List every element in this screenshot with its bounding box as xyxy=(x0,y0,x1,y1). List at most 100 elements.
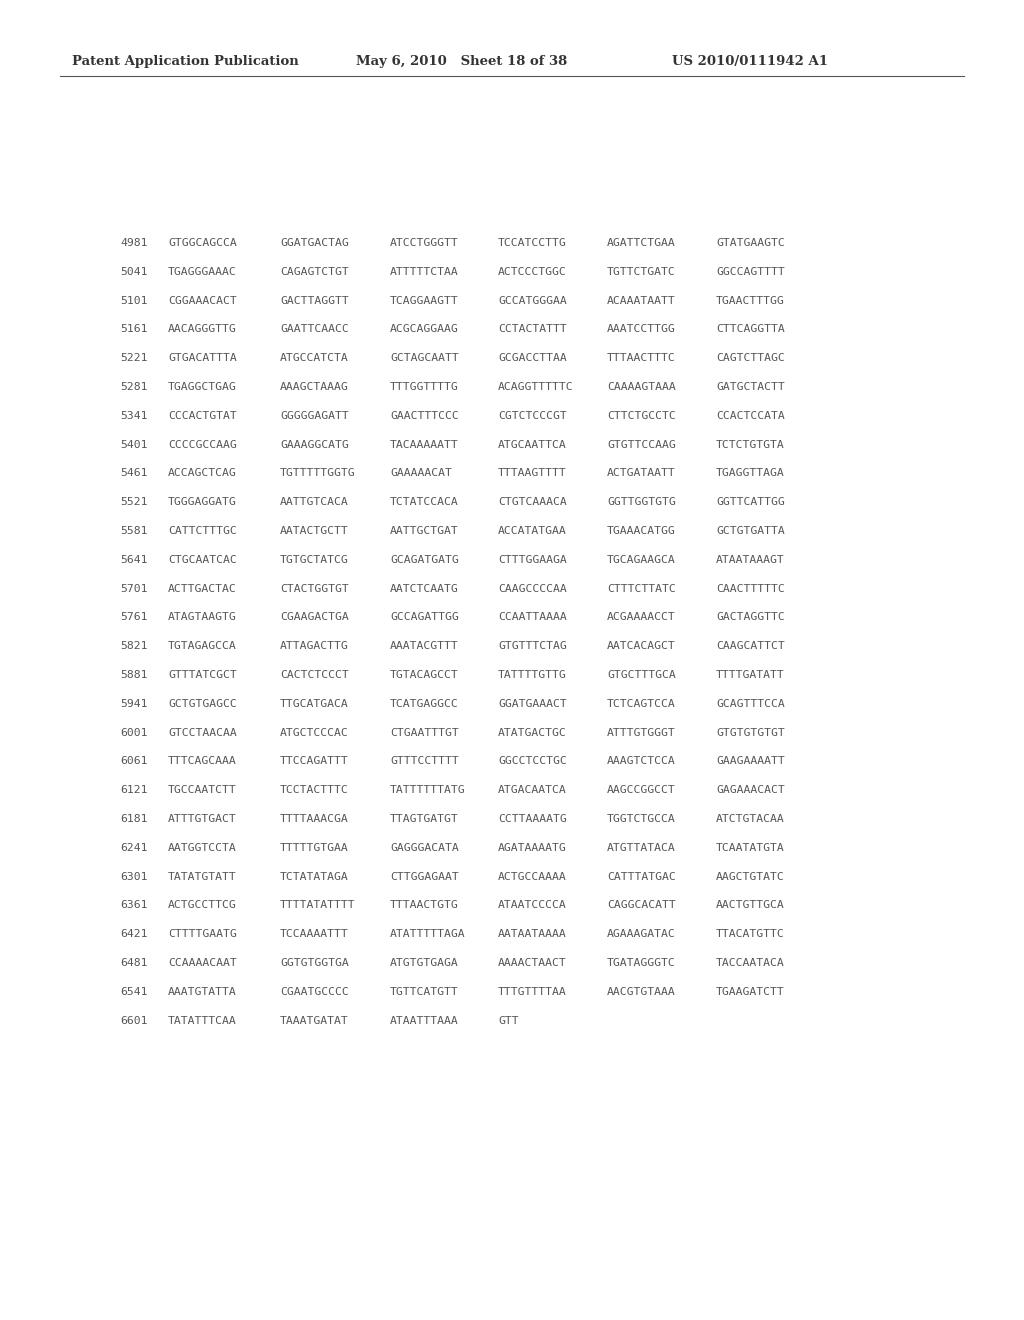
Text: GAACTTTCCC: GAACTTTCCC xyxy=(390,411,459,421)
Text: TCATGAGGCC: TCATGAGGCC xyxy=(390,698,459,709)
Text: CGAAGACTGA: CGAAGACTGA xyxy=(280,612,349,623)
Text: GTCCTAACAA: GTCCTAACAA xyxy=(168,727,237,738)
Text: GTGACATTTA: GTGACATTTA xyxy=(168,354,237,363)
Text: AATTGTCACA: AATTGTCACA xyxy=(280,498,349,507)
Text: CCAAAACAAT: CCAAAACAAT xyxy=(168,958,237,968)
Text: GAAAAACAT: GAAAAACAT xyxy=(390,469,452,478)
Text: GCCATGGGAA: GCCATGGGAA xyxy=(498,296,566,306)
Text: TTTTTGTGAA: TTTTTGTGAA xyxy=(280,842,349,853)
Text: TATATTTCAA: TATATTTCAA xyxy=(168,1015,237,1026)
Text: ATGCAATTCA: ATGCAATTCA xyxy=(498,440,566,450)
Text: CTGTCAAACA: CTGTCAAACA xyxy=(498,498,566,507)
Text: CATTTATGAC: CATTTATGAC xyxy=(607,871,676,882)
Text: TGTAGAGCCA: TGTAGAGCCA xyxy=(168,642,237,651)
Text: 6061: 6061 xyxy=(121,756,148,767)
Text: 6421: 6421 xyxy=(121,929,148,940)
Text: ATATGACTGC: ATATGACTGC xyxy=(498,727,566,738)
Text: 6601: 6601 xyxy=(121,1015,148,1026)
Text: GGATGAAACT: GGATGAAACT xyxy=(498,698,566,709)
Text: 5941: 5941 xyxy=(121,698,148,709)
Text: TAAATGATAT: TAAATGATAT xyxy=(280,1015,349,1026)
Text: CTACTGGTGT: CTACTGGTGT xyxy=(280,583,349,594)
Text: ACAGGTTTTTC: ACAGGTTTTTC xyxy=(498,381,573,392)
Text: TTCCAGATTT: TTCCAGATTT xyxy=(280,756,349,767)
Text: ATTAGACTTG: ATTAGACTTG xyxy=(280,642,349,651)
Text: ATTTTTCTAA: ATTTTTCTAA xyxy=(390,267,459,277)
Text: ACTGCCAAAA: ACTGCCAAAA xyxy=(498,871,566,882)
Text: 5461: 5461 xyxy=(121,469,148,478)
Text: AAATCCTTGG: AAATCCTTGG xyxy=(607,325,676,334)
Text: AATGGTCCTA: AATGGTCCTA xyxy=(168,842,237,853)
Text: AACGTGTAAA: AACGTGTAAA xyxy=(607,987,676,997)
Text: GAGAAACACT: GAGAAACACT xyxy=(716,785,784,795)
Text: AAATGTATTA: AAATGTATTA xyxy=(168,987,237,997)
Text: TTTAACTTTC: TTTAACTTTC xyxy=(607,354,676,363)
Text: ATAATAAAGT: ATAATAAAGT xyxy=(716,554,784,565)
Text: TCTCAGTCCA: TCTCAGTCCA xyxy=(607,698,676,709)
Text: GAGGGACATA: GAGGGACATA xyxy=(390,842,459,853)
Text: ATTTGTGGGT: ATTTGTGGGT xyxy=(607,727,676,738)
Text: GATGCTACTT: GATGCTACTT xyxy=(716,381,784,392)
Text: TGAGGGAAAC: TGAGGGAAAC xyxy=(168,267,237,277)
Text: TCCTACTTTC: TCCTACTTTC xyxy=(280,785,349,795)
Text: May 6, 2010   Sheet 18 of 38: May 6, 2010 Sheet 18 of 38 xyxy=(356,55,567,69)
Text: GTGTTCCAAG: GTGTTCCAAG xyxy=(607,440,676,450)
Text: TGCAGAAGCA: TGCAGAAGCA xyxy=(607,554,676,565)
Text: TGGGAGGATG: TGGGAGGATG xyxy=(168,498,237,507)
Text: AATTGCTGAT: AATTGCTGAT xyxy=(390,525,459,536)
Text: ATATTTTTAGA: ATATTTTTAGA xyxy=(390,929,466,940)
Text: 6481: 6481 xyxy=(121,958,148,968)
Text: CATTCTTTGC: CATTCTTTGC xyxy=(168,525,237,536)
Text: ATGTTATACA: ATGTTATACA xyxy=(607,842,676,853)
Text: CTTTTGAATG: CTTTTGAATG xyxy=(168,929,237,940)
Text: CGTCTCCCGT: CGTCTCCCGT xyxy=(498,411,566,421)
Text: AACTGTTGCA: AACTGTTGCA xyxy=(716,900,784,911)
Text: CAGGCACATT: CAGGCACATT xyxy=(607,900,676,911)
Text: GGGGGAGATT: GGGGGAGATT xyxy=(280,411,349,421)
Text: AGATAAAATG: AGATAAAATG xyxy=(498,842,566,853)
Text: ATGCCATCTA: ATGCCATCTA xyxy=(280,354,349,363)
Text: TTGCATGACA: TTGCATGACA xyxy=(280,698,349,709)
Text: TGTGCTATCG: TGTGCTATCG xyxy=(280,554,349,565)
Text: GCGACCTTAA: GCGACCTTAA xyxy=(498,354,566,363)
Text: AAAGCTAAAG: AAAGCTAAAG xyxy=(280,381,349,392)
Text: TCCAAAATTT: TCCAAAATTT xyxy=(280,929,349,940)
Text: CGGAAACACT: CGGAAACACT xyxy=(168,296,237,306)
Text: TTACATGTTC: TTACATGTTC xyxy=(716,929,784,940)
Text: ACTGCCTTCG: ACTGCCTTCG xyxy=(168,900,237,911)
Text: TTTTAAACGA: TTTTAAACGA xyxy=(280,814,349,824)
Text: ATCCTGGGTT: ATCCTGGGTT xyxy=(390,238,459,248)
Text: ATAATCCCCA: ATAATCCCCA xyxy=(498,900,566,911)
Text: 6121: 6121 xyxy=(121,785,148,795)
Text: 5701: 5701 xyxy=(121,583,148,594)
Text: ACGCAGGAAG: ACGCAGGAAG xyxy=(390,325,459,334)
Text: 6181: 6181 xyxy=(121,814,148,824)
Text: ATAATTTAAA: ATAATTTAAA xyxy=(390,1015,459,1026)
Text: AATAATAAAA: AATAATAAAA xyxy=(498,929,566,940)
Text: CTTGGAGAAT: CTTGGAGAAT xyxy=(390,871,459,882)
Text: TGAACTTTGG: TGAACTTTGG xyxy=(716,296,784,306)
Text: TCCATCCTTG: TCCATCCTTG xyxy=(498,238,566,248)
Text: CTGAATTTGT: CTGAATTTGT xyxy=(390,727,459,738)
Text: GTGGCAGCCA: GTGGCAGCCA xyxy=(168,238,237,248)
Text: CTGCAATCAC: CTGCAATCAC xyxy=(168,554,237,565)
Text: GTGTTTCTAG: GTGTTTCTAG xyxy=(498,642,566,651)
Text: CACTCTCCCT: CACTCTCCCT xyxy=(280,671,349,680)
Text: ATTTGTGACT: ATTTGTGACT xyxy=(168,814,237,824)
Text: GCAGTTTCCA: GCAGTTTCCA xyxy=(716,698,784,709)
Text: TGTTCTGATC: TGTTCTGATC xyxy=(607,267,676,277)
Text: 5761: 5761 xyxy=(121,612,148,623)
Text: TTTTATATTTT: TTTTATATTTT xyxy=(280,900,355,911)
Text: GAATTCAACC: GAATTCAACC xyxy=(280,325,349,334)
Text: TGCCAATCTT: TGCCAATCTT xyxy=(168,785,237,795)
Text: GCAGATGATG: GCAGATGATG xyxy=(390,554,459,565)
Text: CTTTCTTATC: CTTTCTTATC xyxy=(607,583,676,594)
Text: TCTCTGTGTA: TCTCTGTGTA xyxy=(716,440,784,450)
Text: CAGAGTCTGT: CAGAGTCTGT xyxy=(280,267,349,277)
Text: ATGACAATCA: ATGACAATCA xyxy=(498,785,566,795)
Text: TTAGTGATGT: TTAGTGATGT xyxy=(390,814,459,824)
Text: TTTCAGCAAA: TTTCAGCAAA xyxy=(168,756,237,767)
Text: 6361: 6361 xyxy=(121,900,148,911)
Text: 6301: 6301 xyxy=(121,871,148,882)
Text: TATTTTTTATG: TATTTTTTATG xyxy=(390,785,466,795)
